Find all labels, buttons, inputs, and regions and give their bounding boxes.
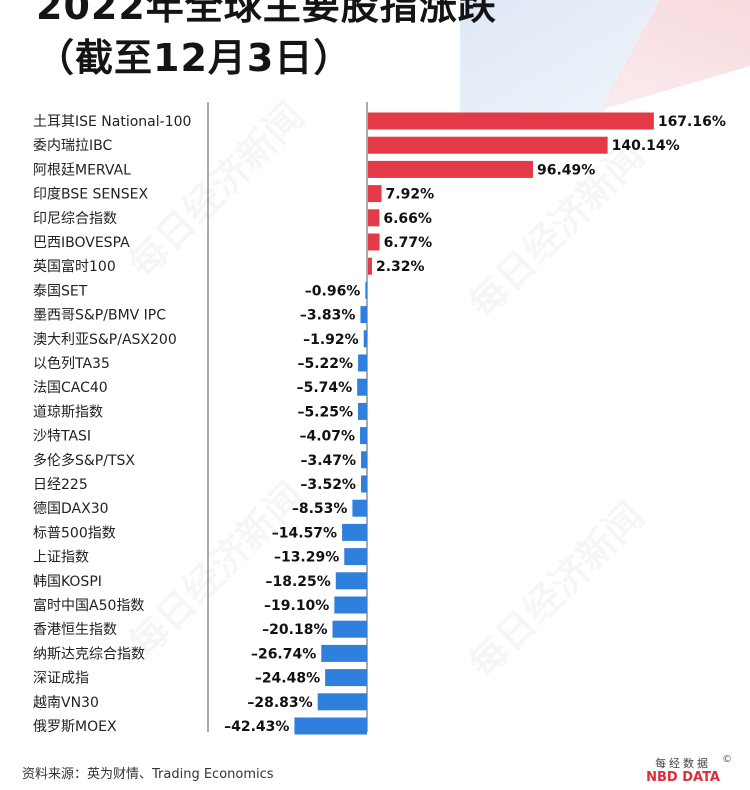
- value-label: –26.74%: [251, 646, 316, 662]
- value-label: –13.29%: [274, 550, 339, 566]
- bar: [352, 499, 367, 517]
- category-label: 富时中国A50指数: [33, 597, 144, 614]
- title-line-1: 2022年全球主要股指涨跌: [36, 0, 497, 28]
- value-label: –19.10%: [264, 598, 329, 614]
- category-label: 委内瑞拉IBC: [33, 138, 112, 154]
- value-label: 7.92%: [386, 187, 435, 203]
- bar: [368, 209, 380, 227]
- value-label: 2.32%: [376, 259, 425, 275]
- bar: [365, 281, 367, 299]
- category-label: 多伦多S&P/TSX: [33, 452, 135, 469]
- category-label: 纳斯达克综合指数: [33, 646, 145, 662]
- bar: [363, 330, 367, 348]
- bar-chart: 土耳其ISE National-100 167.16% 委内瑞拉IBC 140.14%…: [33, 102, 726, 735]
- bar: [335, 572, 367, 590]
- value-label: –4.07%: [299, 429, 355, 445]
- category-label: 上证指数: [33, 550, 89, 566]
- value-label: –20.18%: [262, 622, 327, 638]
- bar: [368, 257, 372, 275]
- category-label: 巴西IBOVESPA: [33, 235, 130, 251]
- bar: [358, 402, 367, 420]
- value-label: –18.25%: [265, 574, 330, 590]
- value-label: –0.96%: [305, 283, 361, 299]
- value-label: –24.48%: [255, 671, 320, 687]
- bar: [332, 620, 367, 638]
- bar: [368, 233, 380, 251]
- value-label: –3.52%: [300, 477, 356, 493]
- title-line-2: （截至12月3日）: [36, 36, 353, 80]
- bar: [357, 378, 367, 396]
- bar: [325, 669, 367, 687]
- value-label: 6.66%: [383, 211, 432, 227]
- value-label: –5.74%: [297, 380, 353, 396]
- bar: [360, 475, 367, 493]
- category-label: 以色列TA35: [33, 355, 110, 372]
- bar: [360, 306, 367, 324]
- value-label: 96.49%: [537, 162, 595, 178]
- bar: [321, 644, 367, 662]
- value-label: –14.57%: [272, 525, 337, 541]
- category-label: 法国CAC40: [33, 380, 108, 396]
- chart-title: 2022年全球主要股指涨跌 （截至12月3日）: [36, 0, 497, 84]
- category-label: 德国DAX30: [33, 501, 109, 517]
- bar: [317, 693, 367, 711]
- bar: [344, 548, 367, 566]
- bar: [368, 112, 654, 130]
- copyright-icon: ©: [722, 754, 732, 765]
- category-label: 韩国KOSPI: [33, 574, 102, 590]
- value-label: –1.92%: [303, 332, 359, 348]
- bar: [358, 354, 367, 372]
- category-label: 澳大利亚S&P/ASX200: [33, 332, 177, 348]
- value-label: –3.47%: [300, 453, 356, 469]
- value-label: –5.25%: [297, 404, 353, 420]
- category-label: 印尼综合指数: [33, 211, 117, 227]
- source-note: 资料来源：英为财情、Trading Economics: [22, 767, 274, 782]
- value-label: 167.16%: [658, 114, 726, 130]
- value-label: 140.14%: [612, 138, 680, 154]
- bar: [360, 427, 367, 445]
- category-label: 印度BSE SENSEX: [33, 187, 148, 203]
- category-label: 阿根廷MERVAL: [33, 162, 131, 178]
- category-label: 英国富时100: [33, 258, 116, 275]
- category-label: 道琼斯指数: [33, 404, 103, 420]
- value-label: –42.43%: [224, 719, 289, 735]
- brand-logo: 每经数据 NBD DATA ©: [646, 754, 732, 785]
- chart-rows: 土耳其ISE National-100 167.16% 委内瑞拉IBC 140.14%…: [33, 112, 726, 735]
- bar: [294, 717, 367, 735]
- bar: [361, 451, 367, 469]
- category-label: 沙特TASI: [33, 429, 91, 445]
- brand-cn: 每经数据: [655, 757, 712, 770]
- bar: [368, 136, 608, 154]
- bar: [368, 185, 382, 203]
- bar: [342, 523, 367, 541]
- bar: [368, 160, 533, 178]
- category-label: 越南VN30: [33, 695, 99, 711]
- category-label: 俄罗斯MOEX: [33, 719, 117, 735]
- category-label: 深证成指: [33, 671, 89, 687]
- value-label: –8.53%: [292, 501, 348, 517]
- value-label: 6.77%: [384, 235, 433, 251]
- brand-en: NBD DATA: [646, 770, 720, 785]
- value-label: –28.83%: [247, 695, 312, 711]
- bar: [334, 596, 367, 614]
- category-label: 泰国SET: [33, 283, 88, 299]
- value-label: –3.83%: [300, 308, 356, 324]
- category-label: 香港恒生指数: [33, 622, 117, 638]
- category-label: 标普500指数: [33, 525, 116, 541]
- category-label: 墨西哥S&P/BMV IPC: [33, 308, 166, 324]
- category-label: 日经225: [33, 477, 88, 493]
- value-label: –5.22%: [297, 356, 353, 372]
- category-label: 土耳其ISE National-100: [33, 114, 191, 130]
